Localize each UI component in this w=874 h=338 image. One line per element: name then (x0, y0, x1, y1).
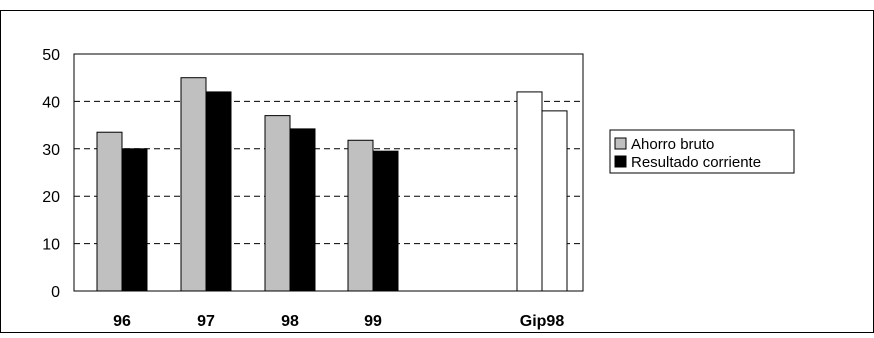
x-tick-label: 98 (281, 313, 299, 330)
plot-area-border (73, 53, 584, 292)
legend-label: Ahorro bruto (631, 136, 714, 153)
x-tick-label: 99 (364, 313, 382, 330)
legend-swatch (614, 137, 627, 150)
gridlines (74, 100, 583, 245)
bar-ahorro-bruto-98 (264, 115, 291, 292)
y-tick-label: 40 (42, 94, 60, 111)
axes: 0 10 20 30 40 50 96 97 98 99 Gip98 (42, 47, 584, 330)
y-tick-label: 50 (42, 47, 60, 64)
bar-resultado-corriente-98 (289, 128, 316, 292)
bar-resultado-corriente-Gip98 (541, 110, 568, 292)
legend-swatch (614, 155, 627, 168)
bar-ahorro-bruto-Gip98 (516, 91, 543, 292)
y-tick-label: 30 (42, 142, 60, 159)
bar-resultado-corriente-96 (121, 148, 148, 292)
y-tick-label: 20 (42, 189, 60, 206)
bar-ahorro-bruto-97 (180, 77, 207, 292)
bar-resultado-corriente-97 (205, 91, 232, 292)
bar-resultado-corriente-99 (372, 150, 399, 292)
y-tick-label: 0 (51, 284, 60, 301)
x-tick-label: 96 (113, 313, 131, 330)
bar-ahorro-bruto-96 (96, 131, 123, 292)
x-tick-label: 97 (197, 313, 215, 330)
legend-box (609, 129, 795, 174)
y-tick-label: 10 (42, 237, 60, 254)
bar-ahorro-bruto-99 (347, 139, 374, 292)
legend-label: Resultado corriente (631, 154, 761, 171)
x-tick-label: Gip98 (520, 313, 565, 330)
